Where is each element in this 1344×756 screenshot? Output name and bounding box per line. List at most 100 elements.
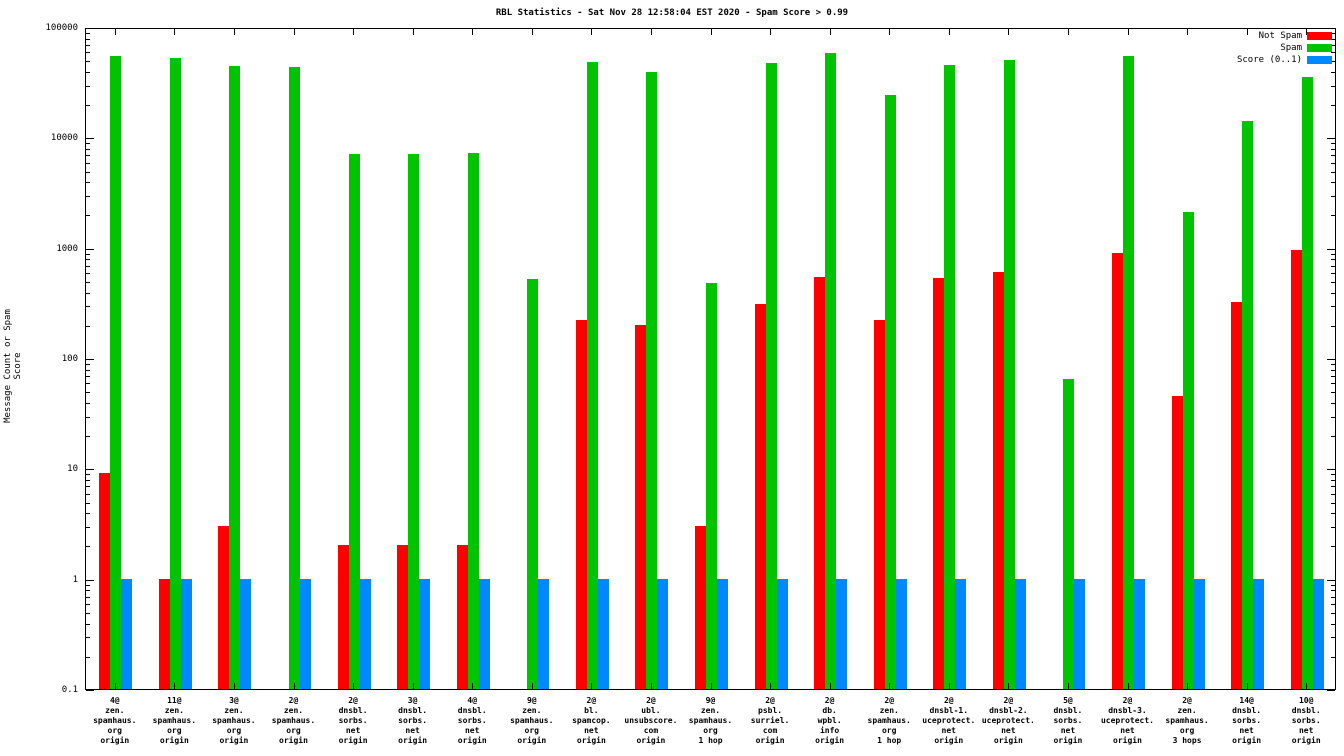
x-category-label-line: zen. bbox=[700, 706, 721, 715]
x-category-label-line: net bbox=[405, 726, 420, 735]
y-minor-tick bbox=[86, 281, 90, 283]
bar-not-spam bbox=[158, 578, 170, 689]
y-minor-tick bbox=[86, 369, 90, 371]
y-major-tick bbox=[86, 469, 94, 471]
x-tick bbox=[710, 29, 712, 35]
x-tick bbox=[472, 29, 474, 35]
x-category-label-line: spamhaus. bbox=[867, 716, 911, 725]
bar-score-0-1 bbox=[717, 578, 728, 689]
x-tick bbox=[174, 29, 176, 35]
y-minor-tick bbox=[1331, 171, 1335, 173]
x-category-label-line: origin bbox=[219, 736, 249, 745]
x-category-label: 2@ zen. spamhaus. org 1 hop bbox=[859, 696, 919, 746]
y-minor-tick bbox=[1331, 402, 1335, 404]
y-minor-tick bbox=[86, 604, 90, 606]
y-minor-tick bbox=[1331, 590, 1335, 592]
y-minor-tick bbox=[1331, 416, 1335, 418]
y-minor-tick bbox=[86, 584, 90, 586]
x-category-label-line: origin bbox=[1232, 736, 1262, 745]
x-category-label-line: com bbox=[643, 726, 659, 735]
y-tick-label: 100000 bbox=[45, 23, 78, 33]
x-category-label-line: sorbs. bbox=[398, 716, 428, 725]
x-category-label-line: 11@ bbox=[167, 696, 182, 705]
x-category-label-line: 1 hop bbox=[877, 736, 902, 745]
x-category-label-line: origin bbox=[338, 736, 368, 745]
x-category-label: 2@ dnsbl-2. uceprotect. net origin bbox=[979, 696, 1039, 746]
plot-area bbox=[85, 28, 1336, 691]
x-category-label-line: sorbs. bbox=[457, 716, 487, 725]
x-category-label-line: spamhaus. bbox=[271, 716, 316, 725]
y-minor-tick bbox=[86, 325, 90, 327]
x-category-label-line: com bbox=[762, 726, 778, 735]
bar-score-0-1 bbox=[776, 578, 788, 689]
x-category-label-line: org bbox=[1179, 726, 1195, 735]
y-major-tick bbox=[86, 579, 94, 581]
x-category-label-line: dnsbl. bbox=[1291, 706, 1321, 715]
x-tick bbox=[412, 683, 414, 689]
x-category-label-line: spamhaus. bbox=[93, 716, 137, 725]
y-minor-tick bbox=[1331, 265, 1335, 267]
x-category-label-line: 3@ bbox=[407, 696, 418, 705]
y-minor-tick bbox=[86, 273, 90, 275]
x-category-label-line: origin bbox=[636, 736, 666, 745]
y-minor-tick bbox=[1331, 215, 1335, 217]
x-tick bbox=[114, 683, 116, 689]
y-minor-tick bbox=[86, 265, 90, 267]
y-major-tick bbox=[86, 138, 94, 140]
x-category-label-line: spamhaus. bbox=[212, 716, 256, 725]
bar-score-0-1 bbox=[1312, 578, 1324, 689]
x-category-label-line: sorbs. bbox=[1232, 716, 1262, 725]
x-category-label-line: 2@ bbox=[348, 696, 358, 705]
x-category-label-line: net bbox=[584, 726, 599, 735]
y-minor-tick bbox=[86, 416, 90, 418]
bar-spam bbox=[110, 55, 122, 689]
x-category-label: 9@ zen. spamhaus. org origin bbox=[502, 696, 562, 746]
bar-score-0-1 bbox=[955, 578, 967, 689]
x-category-label-line: bl. bbox=[584, 706, 599, 715]
x-tick bbox=[472, 683, 474, 689]
y-minor-tick bbox=[1331, 45, 1335, 47]
x-tick bbox=[1187, 683, 1189, 689]
y-minor-tick bbox=[1331, 52, 1335, 54]
x-category-label-line: uceprotect. bbox=[981, 716, 1035, 725]
y-minor-tick bbox=[1331, 61, 1335, 63]
y-minor-tick bbox=[1331, 325, 1335, 327]
y-minor-tick bbox=[1331, 584, 1335, 586]
bar-not-spam bbox=[397, 545, 409, 689]
y-tick-label: 10 bbox=[67, 464, 78, 475]
y-minor-tick bbox=[1331, 292, 1335, 294]
bar-spam bbox=[527, 279, 539, 689]
x-tick bbox=[233, 683, 235, 689]
bar-not-spam bbox=[456, 545, 468, 689]
bar-spam bbox=[706, 282, 717, 689]
x-category-label: 2@ ubl. unsubscore. com origin bbox=[621, 696, 681, 746]
bar-not-spam bbox=[1290, 250, 1302, 689]
y-minor-tick bbox=[86, 105, 90, 107]
x-category-label-line: spamhaus. bbox=[688, 716, 733, 725]
legend-entry: Spam bbox=[1237, 43, 1332, 53]
y-major-tick bbox=[1327, 248, 1335, 250]
x-category-label: 2@ zen. spamhaus. org origin bbox=[264, 696, 324, 746]
bar-score-0-1 bbox=[419, 578, 431, 689]
y-minor-tick bbox=[1331, 253, 1335, 255]
y-minor-tick bbox=[1331, 259, 1335, 261]
y-minor-tick bbox=[1331, 38, 1335, 40]
y-minor-tick bbox=[86, 596, 90, 598]
x-tick bbox=[889, 29, 891, 35]
x-category-label: 9@ zen. spamhaus. org 1 hop bbox=[681, 696, 741, 746]
x-tick bbox=[531, 29, 533, 35]
x-category-label-line: spamhaus. bbox=[152, 716, 197, 725]
y-minor-tick bbox=[86, 149, 90, 151]
bar-spam bbox=[1182, 212, 1194, 689]
y-minor-tick bbox=[86, 546, 90, 548]
x-category-label-line: 9@ bbox=[526, 696, 537, 705]
chart-title: RBL Statistics - Sat Nov 28 12:58:04 EST… bbox=[495, 8, 849, 18]
bar-not-spam bbox=[695, 526, 706, 689]
x-category-label-line: 2@ bbox=[1122, 696, 1133, 705]
x-category-label: 2@ dnsbl-1. uceprotect. net origin bbox=[919, 696, 979, 746]
y-minor-tick bbox=[1331, 392, 1335, 394]
y-minor-tick bbox=[86, 182, 90, 184]
y-minor-tick bbox=[1331, 273, 1335, 275]
x-category-label-line: zen. bbox=[164, 706, 184, 715]
x-tick bbox=[233, 29, 235, 35]
